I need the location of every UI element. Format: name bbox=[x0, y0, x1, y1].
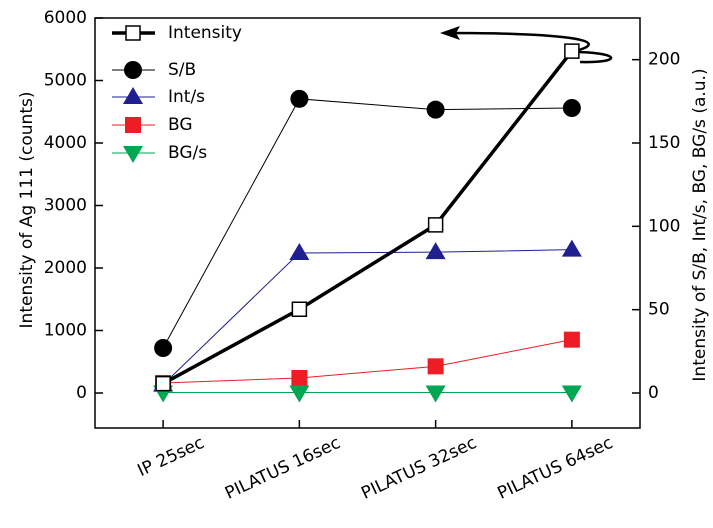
legend-label: Intensity bbox=[168, 23, 242, 43]
marker bbox=[427, 358, 444, 375]
y2-tick-label: 200 bbox=[648, 50, 680, 70]
y2-tick-label: 50 bbox=[648, 300, 670, 320]
y-tick-label: 3000 bbox=[44, 196, 87, 216]
series-line bbox=[162, 249, 572, 386]
marker bbox=[125, 25, 141, 41]
marker bbox=[561, 385, 582, 403]
marker bbox=[561, 239, 582, 257]
marker bbox=[564, 43, 580, 59]
y-tick-label: 1000 bbox=[44, 321, 87, 341]
arrow bbox=[449, 31, 613, 64]
y-tick-label: 0 bbox=[76, 383, 87, 403]
marker bbox=[562, 99, 581, 117]
x-tick-label: IP 25sec bbox=[135, 433, 208, 481]
y-axis-label: Intensity of Ag 111 (counts) bbox=[17, 92, 37, 329]
x-tick-label: PILATUS 32sec bbox=[358, 433, 480, 504]
series-line bbox=[162, 50, 574, 386]
marker bbox=[155, 375, 171, 392]
marker bbox=[123, 87, 143, 104]
marker bbox=[289, 243, 310, 260]
marker bbox=[289, 385, 310, 403]
marker bbox=[425, 242, 446, 260]
legend-label: Int/s bbox=[168, 87, 205, 107]
marker bbox=[123, 146, 143, 163]
legend-label: BG/s bbox=[168, 143, 207, 163]
marker bbox=[427, 217, 444, 233]
marker bbox=[291, 370, 308, 386]
y-tick-label: 2000 bbox=[44, 258, 87, 278]
legend-label: BG bbox=[168, 115, 193, 135]
y2-tick-label: 100 bbox=[648, 216, 680, 236]
x-tick-label: PILATUS 16sec bbox=[222, 433, 344, 504]
y2-axis-label: Intensity of S/B, Int/s, BG, BG/s (a.u.) bbox=[690, 68, 710, 381]
marker bbox=[426, 100, 445, 119]
arrow-head bbox=[440, 26, 460, 40]
marker bbox=[125, 117, 141, 133]
y-tick-label: 5000 bbox=[44, 71, 87, 91]
series-line bbox=[162, 98, 572, 349]
marker bbox=[563, 331, 580, 348]
series-line bbox=[163, 339, 572, 384]
plot-frame bbox=[94, 17, 641, 429]
y-tick-label: 6000 bbox=[44, 8, 87, 28]
y2-tick-label: 0 bbox=[648, 383, 659, 403]
y2-tick-label: 150 bbox=[648, 133, 680, 153]
marker bbox=[291, 301, 308, 317]
marker bbox=[425, 385, 446, 403]
legend-label: S/B bbox=[168, 60, 196, 80]
y-tick-label: 4000 bbox=[44, 133, 87, 153]
marker bbox=[290, 89, 309, 108]
marker bbox=[154, 339, 173, 357]
x-tick-label: PILATUS 64sec bbox=[495, 433, 617, 504]
marker bbox=[124, 61, 142, 79]
